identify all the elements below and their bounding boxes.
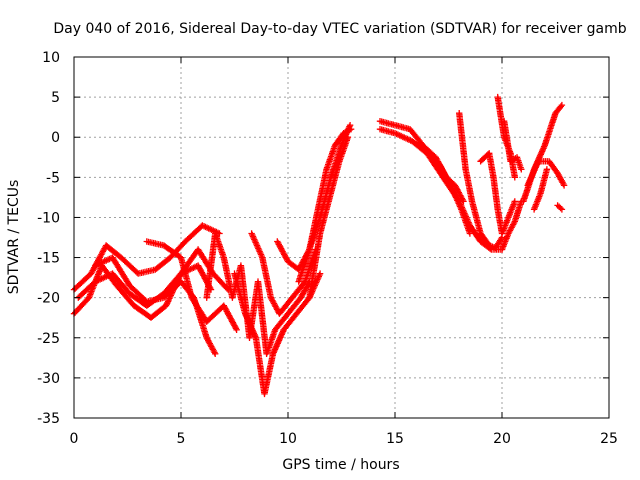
series-track-21 <box>524 158 568 189</box>
x-axis-ticks: 0 5 10 15 20 25 <box>70 57 618 447</box>
plus-marker-trace <box>295 126 355 285</box>
series-track-15 <box>456 110 506 252</box>
plus-marker-trace <box>524 158 568 189</box>
plus-marker-trace <box>231 270 324 398</box>
grid <box>74 57 609 418</box>
data-marks <box>70 93 568 398</box>
series-track-5 <box>143 238 240 333</box>
y-tick-label: 5 <box>51 90 60 106</box>
y-tick-label: 10 <box>42 50 60 66</box>
y-tick-label: -20 <box>37 291 60 307</box>
x-tick-label: 20 <box>493 431 511 447</box>
y-tick-label: -15 <box>37 251 60 267</box>
series-track-18 <box>498 198 525 253</box>
series-track-19 <box>500 118 525 173</box>
y-tick-label: -35 <box>37 411 60 427</box>
series-track-11 <box>306 134 352 301</box>
x-tick-label: 10 <box>279 431 297 447</box>
plus-marker-trace <box>248 230 319 317</box>
x-tick-label: 5 <box>177 431 186 447</box>
plus-marker-trace <box>554 202 566 213</box>
x-axis-label: GPS time / hours <box>282 457 399 473</box>
series-track-23 <box>554 202 566 213</box>
series-track-22 <box>530 166 551 213</box>
y-axis-label: SDTVAR / TECUs <box>6 180 22 295</box>
plus-marker-trace <box>306 134 352 301</box>
series-track-9 <box>274 122 354 273</box>
plus-marker-trace <box>498 198 525 253</box>
x-tick-label: 0 <box>70 431 79 447</box>
plus-marker-trace <box>456 110 506 252</box>
y-tick-label: -25 <box>37 331 60 347</box>
plus-marker-trace <box>143 238 240 333</box>
series-track-10 <box>295 126 355 285</box>
series-track-17 <box>477 150 518 237</box>
y-tick-label: -10 <box>37 210 60 226</box>
plus-marker-trace <box>530 166 551 213</box>
plus-marker-trace <box>477 150 518 237</box>
series-track-7 <box>231 270 324 398</box>
plot-frame <box>73 56 610 419</box>
series-track-8 <box>248 230 319 317</box>
plus-marker-trace <box>376 126 474 237</box>
y-tick-label: -30 <box>37 371 60 387</box>
plus-marker-trace <box>274 122 354 273</box>
chart-title: Day 040 of 2016, Sidereal Day-to-day VTE… <box>53 21 626 37</box>
series-track-13 <box>376 126 474 237</box>
y-axis-ticks: 10 5 0 -5 -10 -15 -20 -25 -30 -35 <box>37 50 609 427</box>
plus-marker-trace <box>500 118 525 173</box>
y-tick-label: 0 <box>51 130 60 146</box>
x-tick-label: 25 <box>600 431 618 447</box>
x-tick-label: 15 <box>386 431 404 447</box>
y-tick-label: -5 <box>46 170 60 186</box>
